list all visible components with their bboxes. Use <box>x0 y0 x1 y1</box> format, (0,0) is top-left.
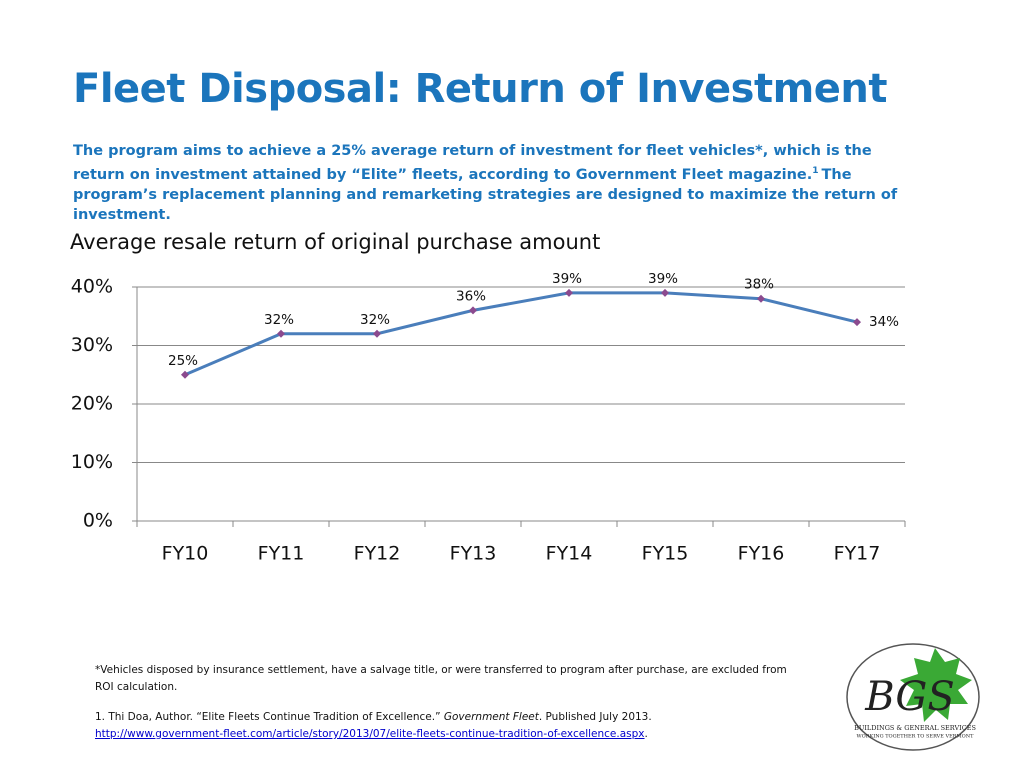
chart: 0% 10% 20% 30% 40% FY10 FY11 FY12 FY13 FY14 FY15 FY… <box>71 271 906 565</box>
marker <box>277 329 285 338</box>
y-tick-label: 40% <box>71 276 113 298</box>
slide-title: Fleet Disposal: Return of Investment <box>73 66 887 112</box>
description: The program aims to achieve a 25% averag… <box>73 141 923 225</box>
citation-italic: Government Fleet <box>443 711 539 723</box>
data-label: 39% <box>552 271 582 287</box>
citation-link[interactable]: http://www.government-fleet.com/article/… <box>95 728 645 740</box>
footnotes: *Vehicles disposed by insurance settleme… <box>95 662 795 743</box>
marker <box>661 288 669 297</box>
marker <box>469 306 477 315</box>
marker <box>853 318 861 327</box>
y-tick-label: 10% <box>71 451 113 473</box>
data-label: 32% <box>360 312 390 328</box>
x-tick-label: FY12 <box>354 543 401 565</box>
data-label: 36% <box>456 288 486 304</box>
data-label: 38% <box>744 277 774 293</box>
line <box>184 291 858 377</box>
citation-text: 1. Thi Doa, Author. “Elite Fleets Contin… <box>95 711 441 723</box>
superscript: 1 <box>812 166 819 176</box>
y-tick-label: 20% <box>71 393 113 415</box>
description-text: The program’s replacement planning and r… <box>73 166 898 223</box>
y-tick-label: 30% <box>71 334 113 356</box>
logo-motto: WORKING TOGETHER TO SERVE VERMONT <box>857 734 975 740</box>
marker <box>757 294 765 303</box>
x-tick-label: FY10 <box>162 543 209 565</box>
data-label: 34% <box>869 314 899 330</box>
x-tick-label: FY17 <box>834 543 881 565</box>
description-text: The program aims to achieve a 25% averag… <box>73 143 872 183</box>
x-tick-label: FY15 <box>642 543 689 565</box>
data-label: 39% <box>648 271 678 287</box>
x-tick-label: FY16 <box>738 543 785 565</box>
data-label: 32% <box>264 312 294 328</box>
marker <box>181 370 189 379</box>
citation: 1. Thi Doa, Author. “Elite Fleets Contin… <box>95 709 795 743</box>
chart-title: Average resale return of original purcha… <box>70 230 601 254</box>
x-tick-label: FY14 <box>546 543 593 565</box>
y-tick-label: 0% <box>83 510 113 532</box>
logo-leaf <box>900 648 972 722</box>
citation-text: . Published July 2013. <box>538 711 652 723</box>
logo-initials: BGS <box>864 674 955 720</box>
x-tick-label: FY13 <box>450 543 497 565</box>
citation-text: . <box>644 728 648 740</box>
data-label: 25% <box>168 353 198 369</box>
marker <box>565 288 573 297</box>
marker <box>373 329 381 338</box>
footnote: *Vehicles disposed by insurance settleme… <box>95 664 787 693</box>
x-tick-label: FY11 <box>258 543 305 565</box>
logo-name: BUILDINGS & GENERAL SERVICES <box>854 724 976 732</box>
logo: BGS BUILDINGS & GENERAL SERVICES WORKING… <box>846 643 980 751</box>
